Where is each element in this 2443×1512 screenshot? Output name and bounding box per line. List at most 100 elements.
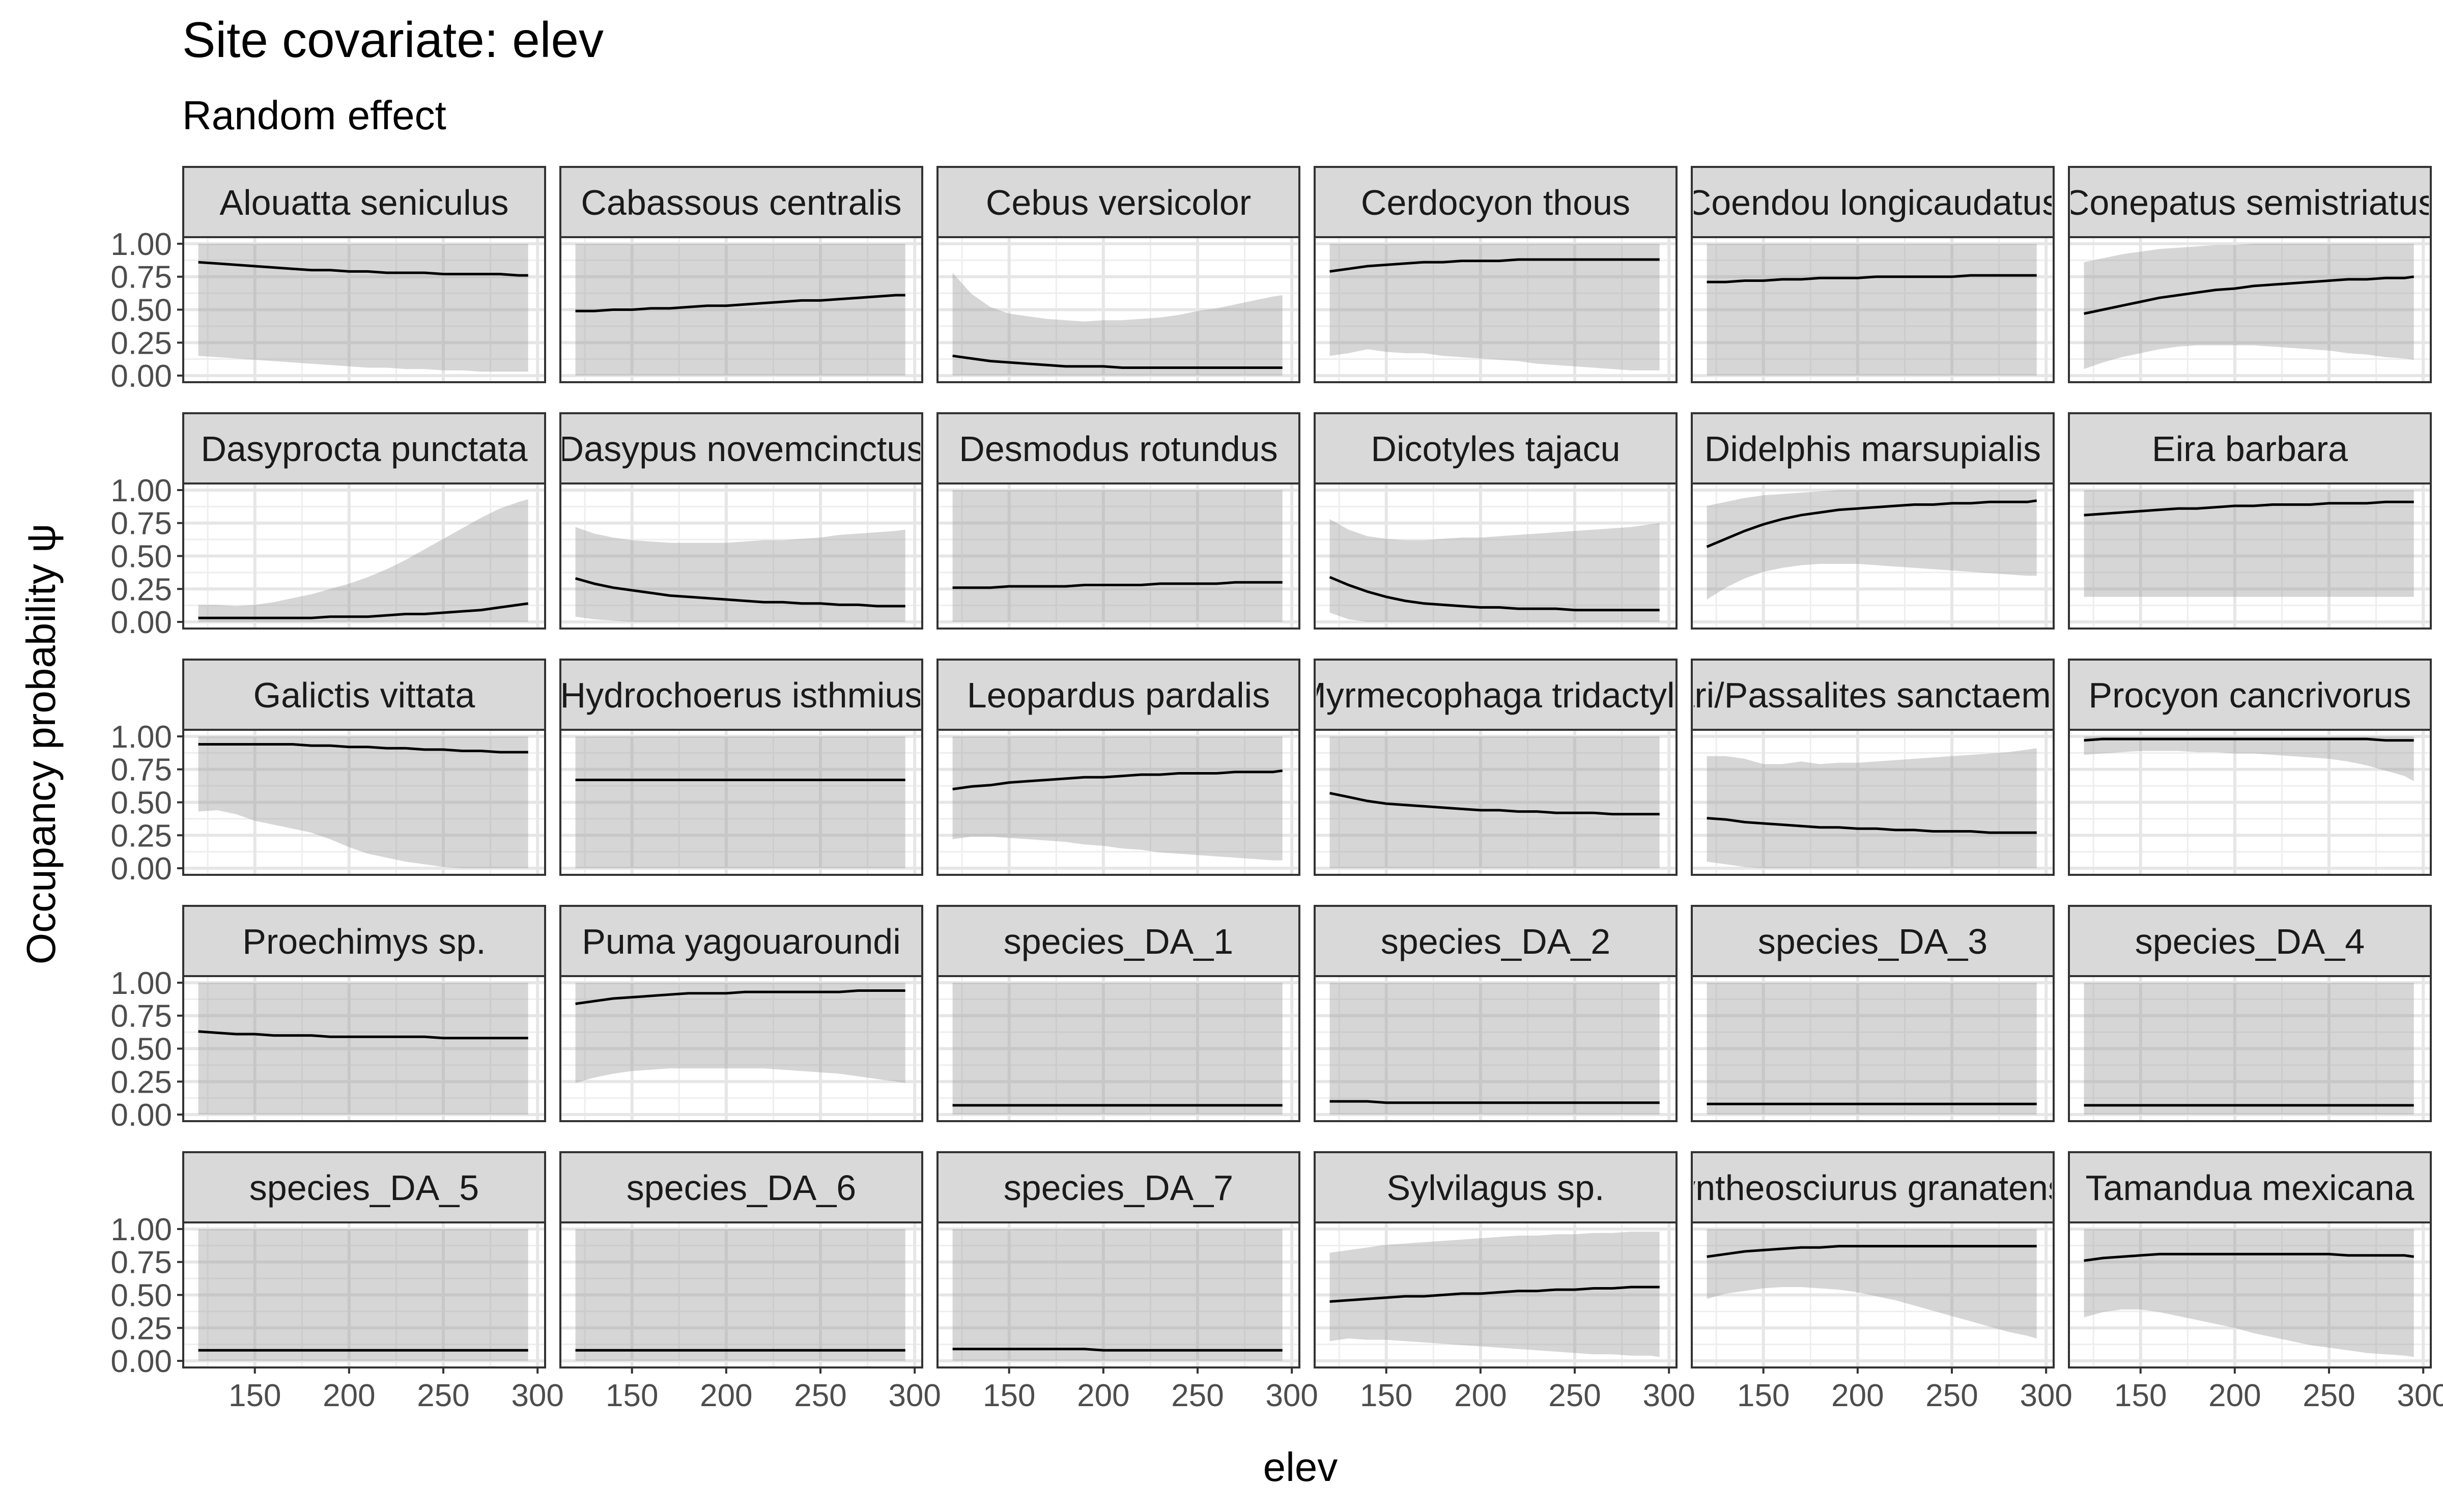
- facet-panel: species_DA_3: [1692, 906, 2054, 1121]
- x-tick-label: 250: [417, 1378, 469, 1413]
- facet-panel: Dicotyles tajacu: [1315, 413, 1677, 629]
- facet-strip-label: Cebus versicolor: [986, 183, 1251, 222]
- x-tick-label: 150: [1360, 1378, 1412, 1413]
- y-tick-label: 0.75: [110, 999, 172, 1034]
- facet-panel: Hydrochoerus isthmius: [560, 660, 923, 875]
- facet-panel: species_DA_1: [938, 906, 1299, 1121]
- confidence-ribbon: [1330, 1232, 1660, 1357]
- facet-strip-label: Eira barbara: [2152, 429, 2348, 469]
- x-tick-label: 300: [888, 1378, 941, 1413]
- fitted-line: [1330, 1101, 1660, 1103]
- x-tick-label: 250: [1925, 1378, 1978, 1413]
- facet-strip-label: species_DA_4: [2135, 922, 2365, 961]
- x-tick-label: 300: [1642, 1378, 1695, 1413]
- x-tick-label: 200: [323, 1378, 375, 1413]
- y-axis-label: Occupancy probability ψ: [18, 524, 64, 964]
- chart-subtitle: Random effect: [182, 93, 446, 138]
- y-tick-label: 0.00: [110, 851, 172, 887]
- x-tick-label: 200: [1454, 1378, 1507, 1413]
- facet-panel: species_DA_4: [2069, 906, 2431, 1121]
- y-tick-label: 1.00: [110, 227, 172, 262]
- confidence-ribbon: [953, 1229, 1283, 1361]
- y-tick-label: 0.75: [110, 1245, 172, 1280]
- confidence-ribbon: [953, 490, 1283, 622]
- facet-panel: Pecari/Passalites sanctaemartae: [1613, 660, 2132, 875]
- facet-strip-label: species_DA_3: [1758, 922, 1987, 961]
- confidence-ribbon: [1707, 983, 2037, 1115]
- confidence-ribbon: [198, 983, 528, 1115]
- facet-strip-label: Procyon cancrivorus: [2088, 675, 2411, 715]
- facet-panel: species_DA_2: [1315, 906, 1677, 1121]
- facet-strip-label: Conepatus semistriatus: [2064, 183, 2436, 222]
- y-tick-label: 0.75: [110, 506, 172, 541]
- x-tick-label: 200: [700, 1378, 752, 1413]
- facet-strip-label: Puma yagouaroundi: [582, 922, 901, 961]
- facet-strip-label: Tamandua mexicana: [2086, 1168, 2414, 1208]
- x-tick-label: 150: [606, 1378, 658, 1413]
- y-tick-label: 1.00: [110, 1212, 172, 1247]
- facet-strip-label: Alouatta seniculus: [219, 183, 508, 222]
- y-tick-label: 1.00: [110, 966, 172, 1001]
- facet-strip-label: Dicotyles tajacu: [1371, 429, 1620, 469]
- facet-strip-label: Dasyprocta punctata: [201, 429, 527, 469]
- facet-strip-label: species_DA_2: [1381, 922, 1610, 961]
- y-tick-label: 0.50: [110, 293, 172, 328]
- facet-panels: Alouatta seniculus0.000.250.500.751.00Ca…: [110, 167, 2443, 1413]
- x-tick-label: 300: [2397, 1378, 2443, 1413]
- facet-strip-label: species_DA_7: [1004, 1168, 1233, 1208]
- x-tick-label: 250: [2303, 1378, 2355, 1413]
- facet-strip-label: species_DA_6: [627, 1168, 856, 1208]
- confidence-ribbon: [1330, 983, 1660, 1115]
- y-tick-label: 0.00: [110, 605, 172, 640]
- y-tick-label: 0.50: [110, 1032, 172, 1067]
- y-tick-label: 0.25: [110, 818, 172, 853]
- x-tick-label: 200: [1831, 1378, 1884, 1413]
- y-tick-label: 1.00: [110, 720, 172, 755]
- facet-strip-label: Leopardus pardalis: [967, 675, 1270, 715]
- facet-strip-label: Sylvilagus sp.: [1387, 1168, 1605, 1208]
- x-axis-label: elev: [1263, 1444, 1338, 1490]
- facet-panel: Puma yagouaroundi: [560, 906, 922, 1121]
- confidence-ribbon: [1707, 244, 2037, 376]
- facet-panel: Eira barbara: [2069, 413, 2431, 629]
- facet-panel: Myrmecophaga tridactyla: [1297, 660, 1695, 875]
- facet-panel: Desmodus rotundus: [938, 413, 1299, 629]
- y-tick-label: 0.25: [110, 572, 172, 607]
- x-tick-label: 250: [1171, 1378, 1224, 1413]
- facet-strip-label: species_DA_1: [1004, 922, 1233, 961]
- chart-title: Site covariate: elev: [182, 12, 604, 68]
- y-tick-label: 0.50: [110, 539, 172, 575]
- facet-panel: Cerdocyon thous: [1315, 167, 1677, 382]
- facet-strip-label: Proechimys sp.: [242, 922, 486, 961]
- y-tick-label: 0.50: [110, 1278, 172, 1314]
- x-tick-label: 250: [794, 1378, 846, 1413]
- facet-panel: Cebus versicolor: [938, 167, 1299, 382]
- facet-strip-label: Desmodus rotundus: [959, 429, 1277, 469]
- facet-strip-label: Galictis vittata: [253, 675, 475, 715]
- y-tick-label: 0.75: [110, 260, 172, 295]
- facet-strip-label: Hydrochoerus isthmius: [560, 675, 923, 715]
- x-tick-label: 300: [2020, 1378, 2072, 1413]
- facet-strip-label: Myrmecophaga tridactyla: [1297, 675, 1695, 715]
- y-tick-label: 0.25: [110, 1065, 172, 1100]
- y-tick-label: 0.25: [110, 326, 172, 361]
- y-tick-label: 0.00: [110, 1344, 172, 1379]
- confidence-ribbon: [1707, 748, 2037, 868]
- y-tick-label: 0.75: [110, 753, 172, 788]
- y-tick-label: 0.50: [110, 786, 172, 821]
- facet-strip-label: Syntheosciurus granatensis: [1654, 1168, 2092, 1208]
- x-tick-label: 200: [1077, 1378, 1129, 1413]
- x-tick-label: 150: [2114, 1378, 2167, 1413]
- facet-panel: Cabassous centralis: [560, 167, 922, 382]
- x-tick-label: 250: [1548, 1378, 1601, 1413]
- confidence-ribbon: [576, 736, 905, 868]
- y-tick-label: 0.25: [110, 1311, 172, 1346]
- facet-panel: Coendou longicaudatus: [1686, 167, 2060, 382]
- y-tick-label: 0.00: [110, 1098, 172, 1133]
- facet-panel: Procyon cancrivorus: [2069, 660, 2431, 875]
- facet-panel: Conepatus semistriatus: [2064, 167, 2436, 382]
- fitted-line: [2084, 739, 2414, 740]
- facet-strip-label: species_DA_5: [249, 1168, 479, 1208]
- confidence-ribbon: [198, 1229, 528, 1361]
